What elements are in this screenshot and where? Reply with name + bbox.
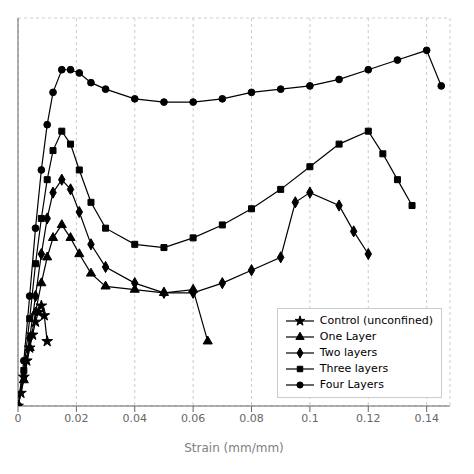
- svg-text:0.1: 0.1: [301, 412, 319, 425]
- html-text:Two layers: Two layers: [319, 346, 378, 359]
- svg-text:0.14: 0.14: [414, 412, 439, 425]
- svg-text:0.06: 0.06: [181, 412, 206, 425]
- svg-text:0.12: 0.12: [356, 412, 381, 425]
- html-text:Three layers: Three layers: [319, 362, 389, 375]
- html-text:Control (unconfined): Control (unconfined): [319, 314, 433, 327]
- svg-text:0.08: 0.08: [239, 412, 264, 425]
- html-text:Four Layers: Four Layers: [319, 378, 384, 391]
- svg-text:Strain (mm/mm): Strain (mm/mm): [184, 441, 284, 455]
- svg-text:0: 0: [15, 412, 22, 425]
- html-text:One Layer: One Layer: [319, 330, 377, 343]
- svg-text:0.02: 0.02: [64, 412, 89, 425]
- svg-text:0.04: 0.04: [123, 412, 148, 425]
